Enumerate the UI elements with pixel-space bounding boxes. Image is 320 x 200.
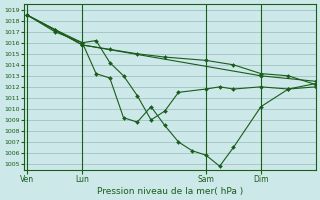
X-axis label: Pression niveau de la mer( hPa ): Pression niveau de la mer( hPa )	[97, 187, 243, 196]
